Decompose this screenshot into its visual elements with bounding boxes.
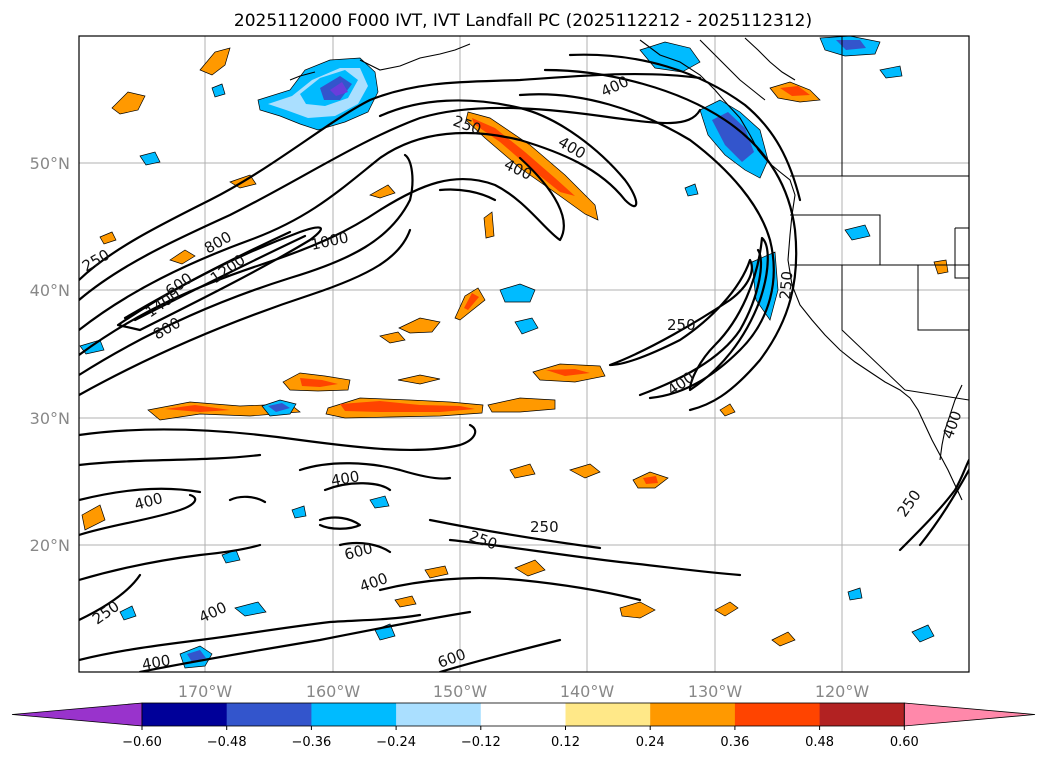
colorbar-segment [819, 703, 905, 726]
colorbar-tick-label: −0.48 [207, 735, 247, 750]
colorbar-segment [650, 703, 736, 726]
colorbar-tick-label: 0.12 [551, 735, 580, 750]
lon-label: 170°W [178, 682, 233, 701]
gridlines [79, 36, 969, 672]
map-panel: 250 250 250 250 250 250 250 250 400 400 … [30, 35, 970, 701]
lon-label: 160°W [306, 682, 361, 701]
colorbar: −0.60 −0.48 −0.36 −0.24 −0.12 0.12 0.24 0.36 0.4… [11, 702, 1036, 750]
colorbar-segment [142, 703, 228, 726]
lon-label: 140°W [560, 682, 615, 701]
ivt-contour-label: 400 [141, 651, 172, 674]
ivt-contour-label: 250 [667, 316, 696, 334]
negative-shading [79, 36, 935, 669]
map-title: 2025112000 F000 IVT, IVT Landfall PC (20… [234, 11, 812, 31]
ivt-contour-label: 250 [530, 518, 559, 536]
colorbar-segment [396, 703, 482, 726]
colorbar-tick-label: 0.48 [805, 735, 834, 750]
colorbar-tick-label: −0.36 [291, 735, 331, 750]
ivt-contour-label: 400 [330, 467, 361, 490]
colorbar-tick-label: 0.24 [636, 735, 665, 750]
lat-label: 20°N [30, 536, 70, 555]
lon-label: 150°W [433, 682, 488, 701]
lat-label: 30°N [30, 409, 70, 428]
colorbar-tick-label: 0.36 [720, 735, 749, 750]
lat-label: 50°N [30, 154, 70, 173]
lon-label: 120°W [815, 682, 870, 701]
colorbar-tick-label: −0.24 [376, 735, 416, 750]
colorbar-frame [141, 702, 905, 727]
colorbar-tick-label: 0.60 [890, 735, 919, 750]
lon-label: 130°W [688, 682, 743, 701]
political-borders [790, 36, 969, 401]
colorbar-extend-high [903, 702, 1036, 727]
map-frame [78, 35, 970, 673]
lat-label: 40°N [30, 281, 70, 300]
colorbar-segment [226, 703, 312, 726]
ivt-contour-label: 250 [776, 270, 796, 300]
colorbar-tick-label: −0.12 [461, 735, 501, 750]
ivt-contours [79, 53, 969, 672]
longitude-labels: 170°W 160°W 150°W 140°W 130°W 120°W [178, 682, 870, 701]
colorbar-segment [311, 703, 397, 726]
colorbar-extend-low [11, 702, 143, 727]
colorbar-segment [480, 703, 566, 726]
coastlines [289, 37, 963, 501]
colorbar-tick-label: −0.60 [122, 735, 162, 750]
map-background [79, 36, 969, 672]
colorbar-segment [565, 703, 651, 726]
latitude-labels: 50°N 40°N 30°N 20°N [30, 154, 70, 555]
colorbar-segment [734, 703, 821, 726]
